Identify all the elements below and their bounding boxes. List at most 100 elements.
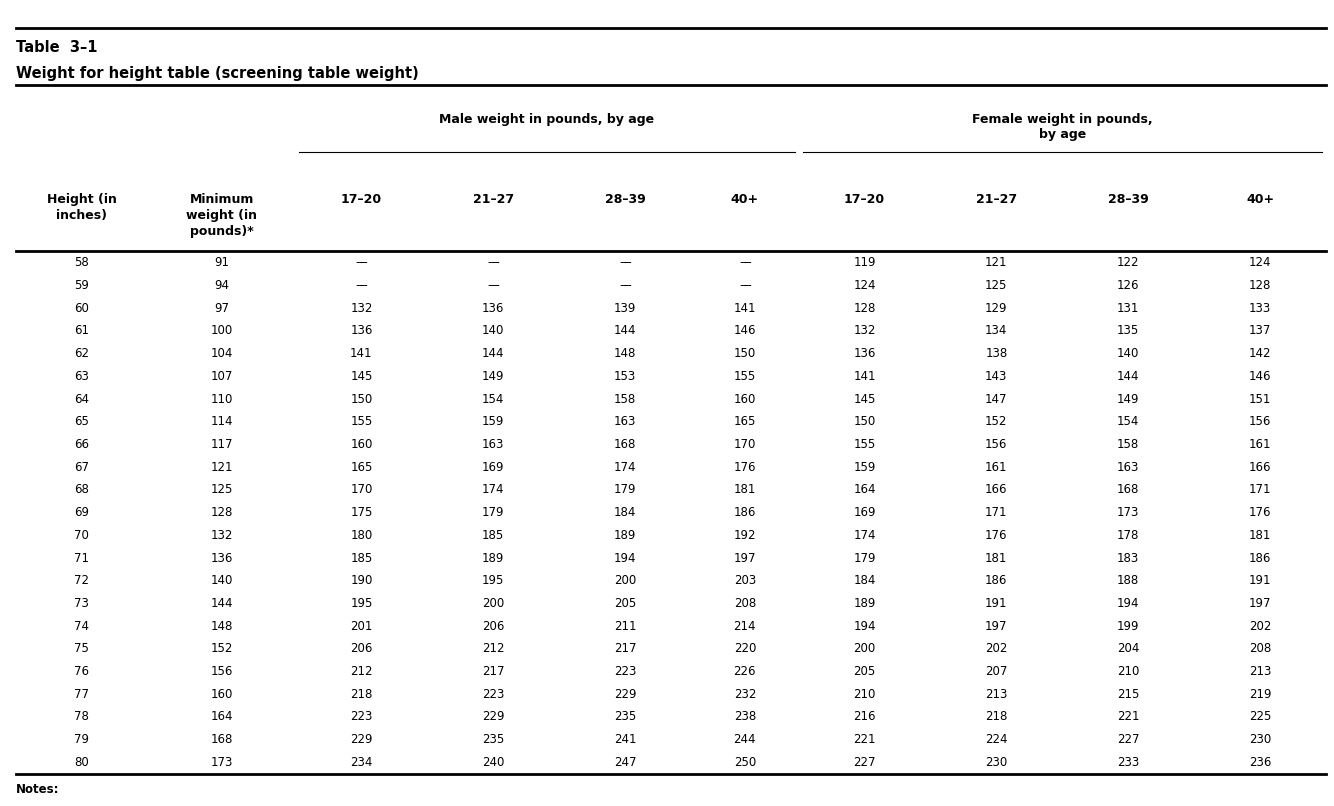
Text: 144: 144 — [482, 347, 504, 360]
Text: 183: 183 — [1117, 551, 1139, 564]
Text: 173: 173 — [1117, 506, 1139, 519]
Text: 28–39: 28–39 — [1107, 193, 1149, 206]
Text: 128: 128 — [211, 506, 233, 519]
Text: 169: 169 — [482, 461, 504, 474]
Text: 148: 148 — [614, 347, 636, 360]
Text: 244: 244 — [734, 733, 756, 746]
Text: 160: 160 — [211, 688, 233, 700]
Text: Notes:: Notes: — [16, 783, 60, 796]
Text: 159: 159 — [482, 415, 504, 428]
Text: 164: 164 — [854, 484, 875, 496]
Text: 213: 213 — [986, 688, 1007, 700]
Text: 227: 227 — [854, 756, 875, 769]
Text: 220: 220 — [734, 642, 756, 655]
Text: 21–27: 21–27 — [975, 193, 1017, 206]
Text: 76: 76 — [75, 665, 89, 678]
Text: 192: 192 — [734, 529, 756, 542]
Text: 212: 212 — [350, 665, 372, 678]
Text: 221: 221 — [854, 733, 875, 746]
Text: 161: 161 — [984, 461, 1007, 474]
Text: 70: 70 — [75, 529, 89, 542]
Text: 232: 232 — [734, 688, 756, 700]
Text: 74: 74 — [75, 620, 89, 633]
Text: 156: 156 — [211, 665, 233, 678]
Text: Female weight in pounds,
by age: Female weight in pounds, by age — [972, 113, 1153, 141]
Text: 235: 235 — [614, 711, 636, 724]
Text: 205: 205 — [854, 665, 875, 678]
Text: 104: 104 — [211, 347, 233, 360]
Text: 186: 186 — [1249, 551, 1271, 564]
Text: 189: 189 — [854, 597, 875, 610]
Text: 144: 144 — [1117, 370, 1139, 383]
Text: 202: 202 — [986, 642, 1007, 655]
Text: 152: 152 — [211, 642, 233, 655]
Text: 154: 154 — [482, 393, 504, 405]
Text: 171: 171 — [1249, 484, 1271, 496]
Text: 179: 179 — [614, 484, 636, 496]
Text: 152: 152 — [986, 415, 1007, 428]
Text: 185: 185 — [351, 551, 372, 564]
Text: 150: 150 — [734, 347, 756, 360]
Text: 212: 212 — [482, 642, 504, 655]
Text: 181: 181 — [734, 484, 756, 496]
Text: 184: 184 — [854, 574, 875, 588]
Text: 66: 66 — [75, 438, 89, 451]
Text: 79: 79 — [75, 733, 89, 746]
Text: 67: 67 — [75, 461, 89, 474]
Text: 180: 180 — [351, 529, 372, 542]
Text: 160: 160 — [734, 393, 756, 405]
Text: 197: 197 — [734, 551, 756, 564]
Text: 169: 169 — [854, 506, 875, 519]
Text: 221: 221 — [1117, 711, 1139, 724]
Text: 163: 163 — [614, 415, 636, 428]
Text: 110: 110 — [211, 393, 233, 405]
Text: 146: 146 — [1249, 370, 1271, 383]
Text: 168: 168 — [1117, 484, 1139, 496]
Text: 137: 137 — [1249, 325, 1271, 338]
Text: 158: 158 — [614, 393, 636, 405]
Text: —: — — [356, 256, 367, 269]
Text: 154: 154 — [1117, 415, 1139, 428]
Text: 119: 119 — [854, 256, 875, 269]
Text: 208: 208 — [1249, 642, 1271, 655]
Text: 77: 77 — [75, 688, 89, 700]
Text: 190: 190 — [351, 574, 372, 588]
Text: 151: 151 — [1249, 393, 1271, 405]
Text: 97: 97 — [215, 301, 229, 314]
Text: 213: 213 — [1249, 665, 1271, 678]
Text: 173: 173 — [211, 756, 233, 769]
Text: 202: 202 — [1249, 620, 1271, 633]
Text: 17–20: 17–20 — [844, 193, 884, 206]
Text: 225: 225 — [1249, 711, 1271, 724]
Text: 200: 200 — [482, 597, 504, 610]
Text: 164: 164 — [211, 711, 233, 724]
Text: 156: 156 — [1249, 415, 1271, 428]
Text: 181: 181 — [1249, 529, 1271, 542]
Text: 234: 234 — [351, 756, 372, 769]
Text: 21–27: 21–27 — [472, 193, 514, 206]
Text: 135: 135 — [1117, 325, 1139, 338]
Text: 68: 68 — [75, 484, 89, 496]
Text: 125: 125 — [986, 279, 1007, 292]
Text: 230: 230 — [986, 756, 1007, 769]
Text: 207: 207 — [986, 665, 1007, 678]
Text: 197: 197 — [1249, 597, 1271, 610]
Text: 195: 195 — [482, 574, 504, 588]
Text: 141: 141 — [350, 347, 372, 360]
Text: 153: 153 — [614, 370, 636, 383]
Text: 150: 150 — [351, 393, 372, 405]
Text: 144: 144 — [211, 597, 233, 610]
Text: 206: 206 — [351, 642, 372, 655]
Text: 224: 224 — [984, 733, 1007, 746]
Text: 160: 160 — [351, 438, 372, 451]
Text: 91: 91 — [215, 256, 229, 269]
Text: 223: 223 — [482, 688, 504, 700]
Text: 229: 229 — [482, 711, 504, 724]
Text: 217: 217 — [614, 642, 636, 655]
Text: 132: 132 — [351, 301, 372, 314]
Text: —: — — [619, 256, 631, 269]
Text: 236: 236 — [1249, 756, 1271, 769]
Text: 185: 185 — [482, 529, 504, 542]
Text: 240: 240 — [482, 756, 504, 769]
Text: 227: 227 — [1117, 733, 1139, 746]
